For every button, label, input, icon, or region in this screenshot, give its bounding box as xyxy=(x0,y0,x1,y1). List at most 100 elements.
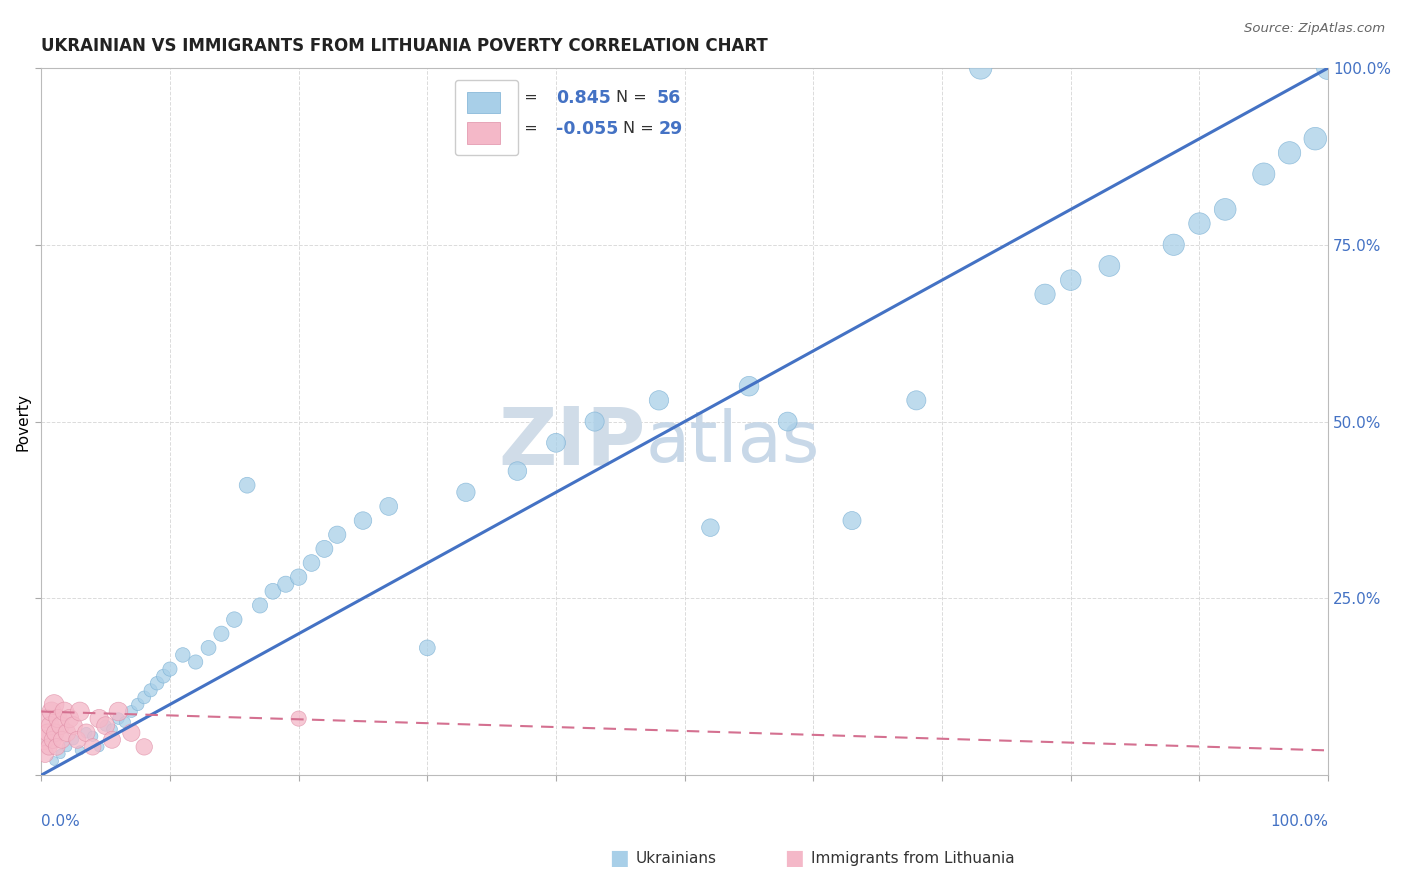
Point xyxy=(699,521,721,535)
Point xyxy=(1303,131,1326,145)
Point xyxy=(120,725,142,739)
Point xyxy=(146,676,169,690)
Point xyxy=(114,715,136,730)
Point xyxy=(46,712,69,726)
Point xyxy=(101,732,124,747)
Point xyxy=(287,570,309,584)
Text: 0.845: 0.845 xyxy=(555,88,610,107)
Legend: , : , xyxy=(456,80,519,155)
Point xyxy=(89,739,111,754)
Point xyxy=(139,683,162,698)
Point xyxy=(38,739,60,754)
Text: 29: 29 xyxy=(659,120,683,137)
Point xyxy=(648,393,671,408)
Point xyxy=(82,729,104,743)
Text: 56: 56 xyxy=(657,88,681,107)
Point xyxy=(1060,273,1083,287)
Point xyxy=(506,464,529,478)
Point xyxy=(274,577,297,591)
Point xyxy=(75,725,97,739)
Text: ■: ■ xyxy=(785,848,804,868)
Point xyxy=(352,514,374,528)
Point xyxy=(152,669,174,683)
Point xyxy=(42,732,65,747)
Text: Ukrainians: Ukrainians xyxy=(636,851,717,865)
Point xyxy=(58,712,80,726)
Point xyxy=(287,712,309,726)
Point xyxy=(544,435,567,450)
Text: R =: R = xyxy=(509,90,543,105)
Y-axis label: Poverty: Poverty xyxy=(15,392,30,450)
Point xyxy=(1213,202,1236,217)
Point xyxy=(1253,167,1275,181)
Point xyxy=(209,626,232,640)
Point xyxy=(262,584,284,599)
Text: Source: ZipAtlas.com: Source: ZipAtlas.com xyxy=(1244,22,1385,36)
Point xyxy=(45,739,67,754)
Point xyxy=(969,61,991,75)
Point xyxy=(738,379,761,393)
Point xyxy=(134,690,156,705)
Point xyxy=(1278,145,1301,160)
Text: Immigrants from Lithuania: Immigrants from Lithuania xyxy=(811,851,1015,865)
Point xyxy=(75,725,97,739)
Point xyxy=(42,754,65,768)
Point xyxy=(34,747,56,761)
Point xyxy=(66,732,89,747)
Point xyxy=(301,556,323,570)
Text: R =: R = xyxy=(509,121,543,136)
Point xyxy=(1163,237,1185,252)
Point xyxy=(69,705,91,719)
Point xyxy=(62,719,84,733)
Point xyxy=(416,640,439,655)
Point xyxy=(51,732,73,747)
Text: 100.0%: 100.0% xyxy=(1270,814,1329,829)
Point xyxy=(69,743,91,757)
Text: UKRAINIAN VS IMMIGRANTS FROM LITHUANIA POVERTY CORRELATION CHART: UKRAINIAN VS IMMIGRANTS FROM LITHUANIA P… xyxy=(41,37,768,55)
Point xyxy=(1098,259,1121,273)
Point xyxy=(41,705,63,719)
Point xyxy=(82,739,104,754)
Point xyxy=(35,712,58,726)
Point xyxy=(377,500,399,514)
Point xyxy=(107,712,129,726)
Point xyxy=(49,719,72,733)
Point xyxy=(134,739,156,754)
Point xyxy=(53,705,76,719)
Point xyxy=(197,640,219,655)
Point xyxy=(94,719,117,733)
Point xyxy=(62,732,84,747)
Point xyxy=(44,725,66,739)
Point xyxy=(32,732,55,747)
Point xyxy=(1317,61,1340,75)
Point xyxy=(776,415,799,429)
Point xyxy=(249,599,271,613)
Point xyxy=(454,485,477,500)
Point xyxy=(127,698,149,712)
Text: -0.055: -0.055 xyxy=(555,120,619,137)
Point xyxy=(1033,287,1056,301)
Point xyxy=(905,393,928,408)
Text: ■: ■ xyxy=(609,848,628,868)
Point xyxy=(159,662,181,676)
Point xyxy=(184,655,207,669)
Point xyxy=(326,527,349,541)
Point xyxy=(314,541,336,556)
Point xyxy=(841,514,863,528)
Point xyxy=(56,739,79,754)
Point xyxy=(583,415,606,429)
Point xyxy=(236,478,259,492)
Point xyxy=(89,712,111,726)
Text: ZIP: ZIP xyxy=(499,404,647,482)
Point xyxy=(56,725,79,739)
Text: atlas: atlas xyxy=(647,409,821,477)
Point xyxy=(120,705,142,719)
Point xyxy=(1188,217,1211,231)
Point xyxy=(39,719,62,733)
Point xyxy=(172,648,194,662)
Point xyxy=(224,613,246,627)
Point xyxy=(101,722,124,736)
Text: 0.0%: 0.0% xyxy=(41,814,80,829)
Point xyxy=(37,725,59,739)
Point xyxy=(94,719,117,733)
